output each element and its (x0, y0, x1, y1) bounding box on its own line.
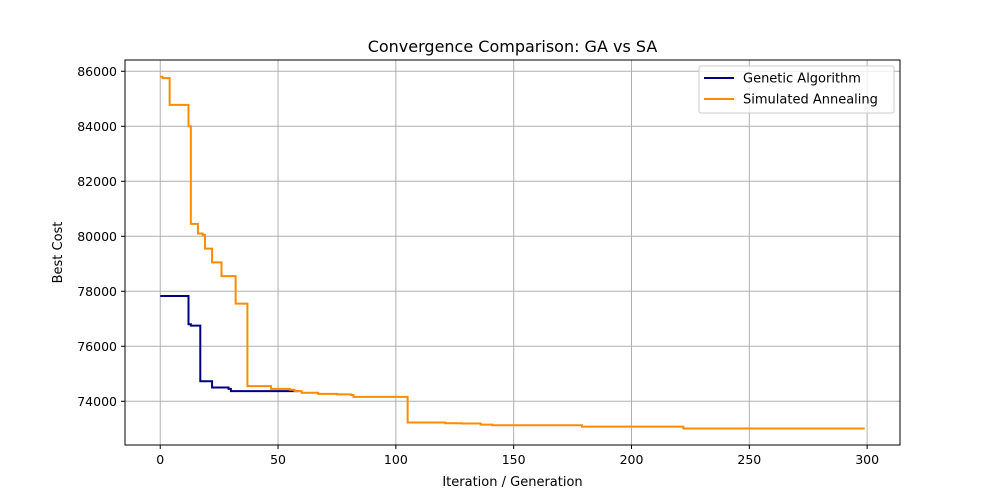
y-tick-label: 76000 (77, 339, 117, 354)
y-tick-label: 86000 (77, 64, 117, 79)
x-tick-label: 100 (384, 452, 408, 467)
series-line-genetic-algorithm (160, 294, 300, 393)
x-tick-label: 300 (855, 452, 879, 467)
grid-lines (125, 60, 900, 445)
plot-frame (124, 59, 901, 446)
x-tick-label: 250 (737, 452, 761, 467)
series-line-simulated-annealing (160, 75, 865, 430)
legend: Genetic Algorithm Simulated Annealing (698, 65, 895, 114)
axis-ticks: 0 50 100 150 200 250 300 74000 76000 78000 80000 82… (77, 64, 879, 467)
legend-box (698, 65, 895, 114)
legend-label-simulated-annealing: Simulated Annealing (743, 93, 878, 108)
x-tick-label: 200 (620, 452, 644, 467)
x-tick-label: 0 (156, 452, 164, 467)
y-tick-label: 84000 (77, 119, 117, 134)
series-layer (160, 75, 865, 430)
x-axis-label: Iteration / Generation (442, 475, 582, 490)
legend-label-genetic-algorithm: Genetic Algorithm (743, 72, 861, 87)
y-tick-label: 80000 (77, 229, 117, 244)
x-tick-label: 150 (502, 452, 526, 467)
y-tick-label: 78000 (77, 284, 117, 299)
x-tick-label: 50 (270, 452, 286, 467)
y-axis-label: Best Cost (51, 222, 66, 284)
chart-title: Convergence Comparison: GA vs SA (368, 37, 658, 56)
y-tick-label: 82000 (77, 174, 117, 189)
y-tick-label: 74000 (77, 394, 117, 409)
